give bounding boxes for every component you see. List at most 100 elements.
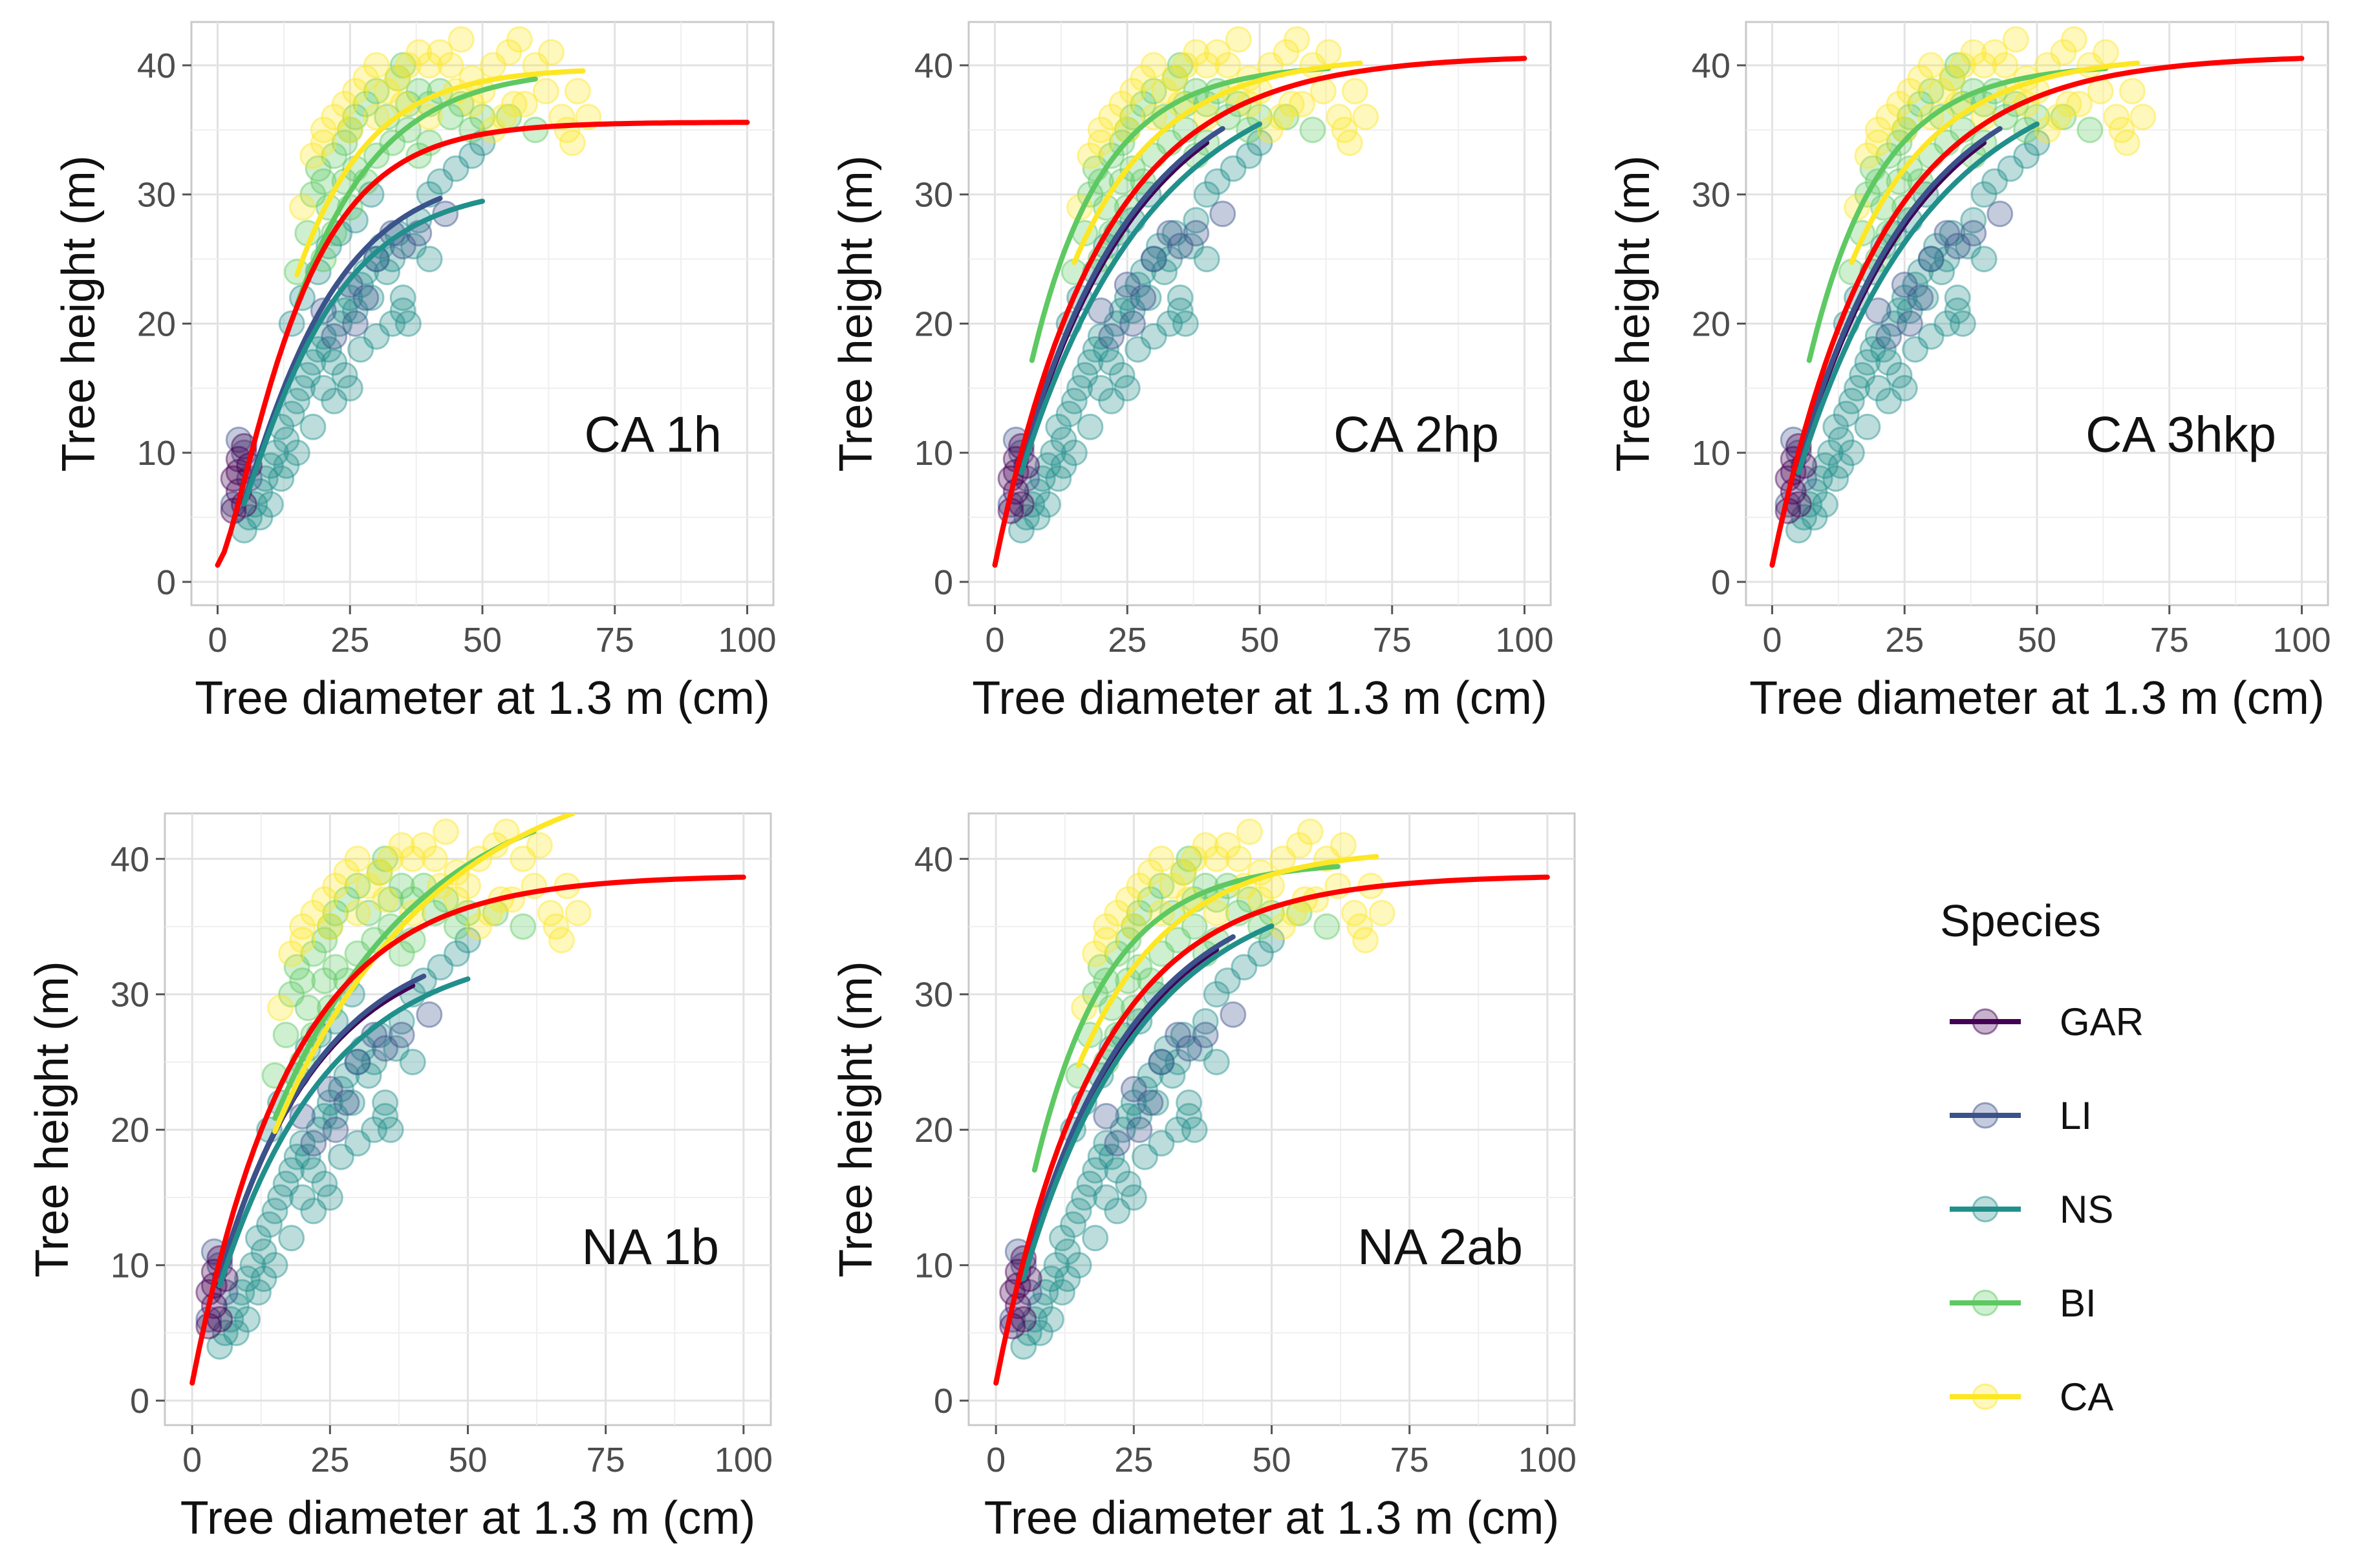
point-ns: [1050, 452, 1077, 479]
point-li: [352, 285, 380, 312]
point-ca: [1108, 91, 1136, 118]
point-ns: [1156, 246, 1183, 273]
point-ns: [1125, 272, 1152, 299]
point-ns: [426, 168, 453, 195]
x-axis-title: Tree diameter at 1.3 m (cm): [984, 1492, 1560, 1544]
point-ns: [261, 1197, 288, 1225]
point-ns: [361, 1116, 388, 1143]
curve-ca: [1072, 60, 1363, 265]
axis-ticks: 0 25 50 75 100 0 10 20 30 40: [914, 840, 1577, 1479]
point-li: [1875, 323, 1902, 350]
point-li: [1098, 323, 1125, 350]
point-ca: [299, 142, 327, 169]
point-ca: [506, 26, 533, 53]
curve-li: [1018, 126, 1225, 465]
point-bi: [331, 129, 358, 156]
point-ns: [1108, 297, 1136, 324]
point-ns: [358, 285, 385, 312]
x-tick-label: 50: [463, 621, 502, 660]
point-bi: [389, 52, 416, 79]
x-tick-label: 50: [448, 1441, 487, 1479]
point-ca: [1119, 78, 1146, 105]
x-tick-label: 25: [310, 1441, 349, 1479]
point-ca: [1093, 927, 1120, 954]
axis-ticks: 0 25 50 75 100 0 10 20 30 40: [111, 840, 773, 1479]
point-ns: [250, 1238, 277, 1265]
point-ns: [1151, 259, 1178, 286]
point-ns: [316, 1184, 343, 1211]
point-ns: [322, 1102, 349, 1130]
point-ca: [310, 116, 337, 144]
point-ca: [267, 994, 294, 1022]
point-li: [341, 310, 369, 337]
point-ca: [1875, 103, 1902, 131]
points: [1774, 26, 2157, 544]
curve-overall: [189, 874, 746, 1386]
point-ns: [1120, 1089, 1147, 1116]
point-ca: [355, 872, 382, 899]
y-tick-label: 20: [914, 305, 953, 343]
point-ns: [222, 1319, 250, 1346]
legend-item-bi: BI: [1950, 1282, 2096, 1325]
point-ns: [1864, 323, 1891, 350]
y-tick-label: 30: [914, 976, 953, 1015]
point-bi: [344, 872, 371, 899]
curve-ca: [1076, 854, 1379, 1068]
point-ns: [1071, 1184, 1098, 1211]
point-ca: [289, 194, 316, 221]
point-ns: [1875, 349, 1902, 376]
panel-1: CA 2hp 0 25 50 75 100 0 10 20 30 40 Tree diameter a…: [830, 21, 1554, 724]
point-bi: [1246, 103, 1273, 131]
point-ca: [405, 39, 433, 66]
point-ns: [283, 1143, 310, 1170]
point-ca: [1336, 129, 1363, 156]
point-ca: [1172, 52, 1199, 79]
point-ns: [267, 1184, 294, 1211]
point-ns: [1029, 465, 1056, 492]
point-bi: [311, 967, 338, 994]
point-ns: [1131, 1075, 1158, 1102]
point-ns: [1104, 1197, 1131, 1225]
point-ns: [1034, 452, 1061, 479]
gridlines: [969, 813, 1575, 1425]
point-bi: [352, 91, 380, 118]
point-ns: [273, 452, 300, 479]
curves: [992, 56, 1527, 568]
point-ca: [322, 872, 349, 899]
point-ns: [1246, 129, 1273, 156]
point-ns: [278, 400, 305, 427]
point-ns: [1923, 233, 1950, 260]
point-ns: [1077, 349, 1104, 376]
x-tick-label: 100: [715, 1441, 773, 1479]
point-ns: [1034, 491, 1061, 518]
point-ns: [1854, 349, 1881, 376]
point-ca: [363, 52, 390, 79]
point-ca: [1093, 913, 1120, 940]
point-ns: [372, 1089, 399, 1116]
y-tick-label: 0: [130, 1382, 149, 1421]
legend-label: CA: [2060, 1375, 2113, 1419]
point-li: [1156, 220, 1183, 247]
point-ns: [1181, 1116, 1208, 1143]
x-tick-label: 100: [1495, 621, 1553, 660]
point-ns: [1791, 504, 1818, 531]
point-ns: [1880, 310, 1908, 337]
point-ca: [377, 845, 404, 872]
point-ns: [1849, 361, 1876, 389]
point-ca: [548, 927, 575, 954]
point-ca: [1854, 142, 1881, 169]
point-ca: [372, 886, 399, 913]
point-ca: [1203, 845, 1230, 872]
point-ca: [1159, 872, 1186, 899]
point-ns: [305, 1116, 332, 1143]
point-ns: [1072, 361, 1099, 389]
panel-label: NA 2ab: [1357, 1218, 1523, 1275]
point-ns: [233, 1305, 261, 1333]
y-tick-label: 0: [156, 563, 176, 602]
point-li: [1944, 233, 1971, 260]
point-ns: [244, 1279, 272, 1306]
point-bi: [384, 65, 411, 92]
point-ca: [455, 872, 481, 899]
point-ns: [1838, 439, 1865, 466]
